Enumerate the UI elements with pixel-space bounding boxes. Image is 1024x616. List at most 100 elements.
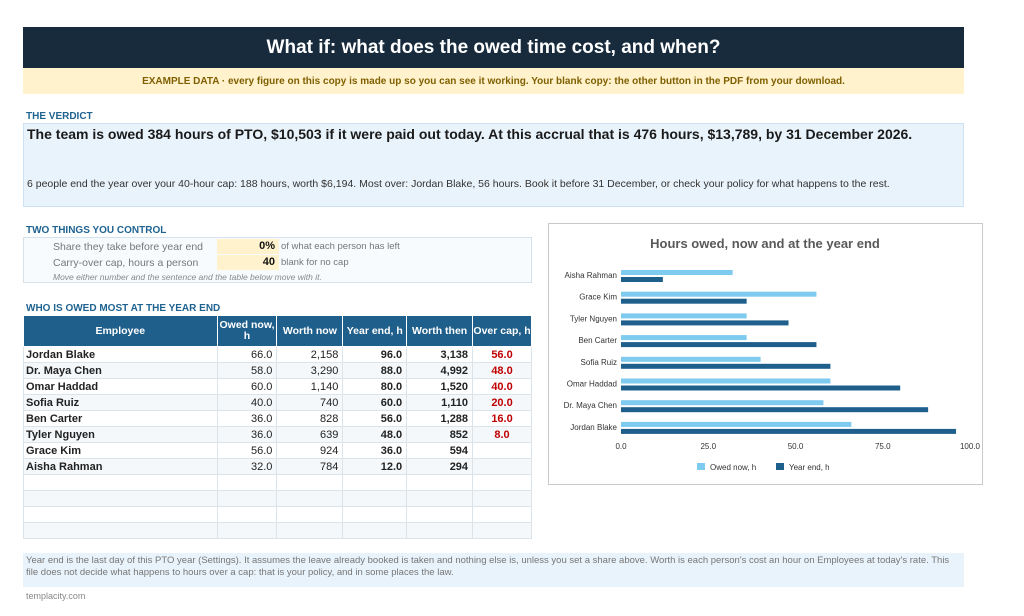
chart-legend-swatch bbox=[697, 463, 705, 470]
verdict-headline: The team is owed 384 hours of PTO, $10,5… bbox=[27, 126, 913, 142]
chart-bar-year-end bbox=[621, 407, 929, 413]
empty-cell bbox=[216, 490, 278, 507]
empty-cell bbox=[342, 490, 408, 507]
share-unit: of what each person has left bbox=[281, 241, 400, 252]
col-over-cap: Over cap, h bbox=[472, 315, 532, 347]
col-worth-now: Worth now bbox=[276, 315, 344, 347]
cell-over-cap bbox=[472, 442, 532, 459]
cell-owed-now: 36.0 bbox=[216, 426, 278, 443]
cell-owed-now: 32.0 bbox=[216, 458, 278, 475]
table-row: Omar Haddad 60.0 1,140 80.0 1,520 40.0 bbox=[23, 378, 532, 395]
hours-chart: Hours owed, now and at the year end Aish… bbox=[548, 223, 983, 485]
chart-bar-year-end bbox=[621, 320, 789, 326]
empty-cell bbox=[23, 474, 218, 491]
cell-worth-now: 3,290 bbox=[276, 362, 344, 379]
chart-x-tick-label: 100.0 bbox=[960, 442, 981, 451]
cell-worth-then: 3,138 bbox=[406, 346, 474, 363]
col-owed-now: Owed now, h bbox=[216, 315, 278, 347]
table-row: Aisha Rahman 32.0 784 12.0 294 bbox=[23, 458, 532, 475]
cell-worth-then: 1,520 bbox=[406, 378, 474, 395]
chart-bar-owed-now bbox=[621, 313, 747, 319]
share-label: Share they take before year end bbox=[53, 241, 204, 253]
cell-owed-now: 56.0 bbox=[216, 442, 278, 459]
chart-x-tick-label: 50.0 bbox=[788, 442, 804, 451]
chart-bar-year-end bbox=[621, 428, 957, 434]
cap-input[interactable]: 40 bbox=[217, 255, 279, 270]
cell-over-cap bbox=[472, 458, 532, 475]
cell-year-end: 80.0 bbox=[342, 378, 408, 395]
empty-cell bbox=[276, 506, 344, 523]
cell-worth-then: 294 bbox=[406, 458, 474, 475]
chart-bar-year-end bbox=[621, 342, 817, 348]
cell-year-end: 48.0 bbox=[342, 426, 408, 443]
cell-employee: Dr. Maya Chen bbox=[23, 362, 218, 379]
cap-label: Carry-over cap, hours a person bbox=[53, 257, 199, 269]
share-input[interactable]: 0% bbox=[217, 239, 279, 254]
cell-year-end: 36.0 bbox=[342, 442, 408, 459]
chart-x-tick-label: 75.0 bbox=[875, 442, 891, 451]
cell-over-cap: 40.0 bbox=[472, 378, 532, 395]
cap-unit: blank for no cap bbox=[281, 257, 349, 268]
chart-x-tick-label: 0.0 bbox=[615, 442, 627, 451]
verdict-label: THE VERDICT bbox=[26, 111, 93, 122]
cell-worth-then: 1,110 bbox=[406, 394, 474, 411]
chart-category-label: Grace Kim bbox=[579, 293, 617, 302]
cell-employee: Aisha Rahman bbox=[23, 458, 218, 475]
cell-year-end: 12.0 bbox=[342, 458, 408, 475]
table-row: Ben Carter 36.0 828 56.0 1,288 16.0 bbox=[23, 410, 532, 427]
cell-worth-then: 4,992 bbox=[406, 362, 474, 379]
cell-owed-now: 36.0 bbox=[216, 410, 278, 427]
chart-bar-year-end bbox=[621, 298, 747, 304]
cell-employee: Sofia Ruiz bbox=[23, 394, 218, 411]
chart-legend-label: Owed now, h bbox=[710, 463, 756, 472]
table-row: Grace Kim 56.0 924 36.0 594 bbox=[23, 442, 532, 459]
empty-cell bbox=[406, 474, 474, 491]
cell-over-cap: 20.0 bbox=[472, 394, 532, 411]
chart-category-label: Ben Carter bbox=[578, 336, 617, 345]
cell-owed-now: 40.0 bbox=[216, 394, 278, 411]
cell-worth-now: 639 bbox=[276, 426, 344, 443]
chart-title: Hours owed, now and at the year end bbox=[650, 236, 880, 251]
empty-cell bbox=[276, 490, 344, 507]
cell-owed-now: 60.0 bbox=[216, 378, 278, 395]
chart-bar-owed-now bbox=[621, 356, 761, 362]
table-label: WHO IS OWED MOST AT THE YEAR END bbox=[26, 303, 221, 314]
empty-cell bbox=[216, 522, 278, 539]
table-row-empty bbox=[23, 490, 532, 507]
col-employee: Employee bbox=[23, 315, 218, 347]
cell-worth-now: 784 bbox=[276, 458, 344, 475]
chart-legend-label: Year end, h bbox=[789, 463, 830, 472]
chart-bar-owed-now bbox=[621, 400, 824, 406]
cell-year-end: 60.0 bbox=[342, 394, 408, 411]
controls-label: TWO THINGS YOU CONTROL bbox=[26, 225, 167, 236]
chart-category-label: Jordan Blake bbox=[570, 423, 617, 432]
table-row-empty bbox=[23, 506, 532, 523]
chart-bar-owed-now bbox=[621, 421, 852, 427]
empty-cell bbox=[406, 490, 474, 507]
table-row: Dr. Maya Chen 58.0 3,290 88.0 4,992 48.0 bbox=[23, 362, 532, 379]
cell-worth-now: 828 bbox=[276, 410, 344, 427]
brand-link[interactable]: templacity.com bbox=[26, 591, 86, 601]
chart-category-label: Aisha Rahman bbox=[565, 271, 617, 280]
empty-cell bbox=[23, 506, 218, 523]
table-row: Tyler Nguyen 36.0 639 48.0 852 8.0 bbox=[23, 426, 532, 443]
example-data-banner: EXAMPLE DATA · every figure on this copy… bbox=[23, 68, 964, 94]
cell-worth-then: 852 bbox=[406, 426, 474, 443]
empty-cell bbox=[342, 474, 408, 491]
verdict-detail: 6 people end the year over your 40-hour … bbox=[27, 178, 890, 190]
chart-category-label: Tyler Nguyen bbox=[570, 314, 617, 323]
chart-category-label: Dr. Maya Chen bbox=[564, 401, 617, 410]
cell-employee: Ben Carter bbox=[23, 410, 218, 427]
empty-cell bbox=[23, 490, 218, 507]
cell-worth-now: 740 bbox=[276, 394, 344, 411]
cap-control-row: Carry-over cap, hours a person 40 blank … bbox=[24, 255, 531, 270]
empty-cell bbox=[23, 522, 218, 539]
verdict-box: The team is owed 384 hours of PTO, $10,5… bbox=[23, 123, 964, 207]
cell-worth-now: 924 bbox=[276, 442, 344, 459]
cell-worth-now: 1,140 bbox=[276, 378, 344, 395]
controls-note: Move either number and the sentence and … bbox=[53, 272, 322, 282]
cell-employee: Omar Haddad bbox=[23, 378, 218, 395]
empty-cell bbox=[472, 474, 532, 491]
empty-cell bbox=[276, 474, 344, 491]
hours-bar-chart: Hours owed, now and at the year end Aish… bbox=[564, 236, 981, 472]
